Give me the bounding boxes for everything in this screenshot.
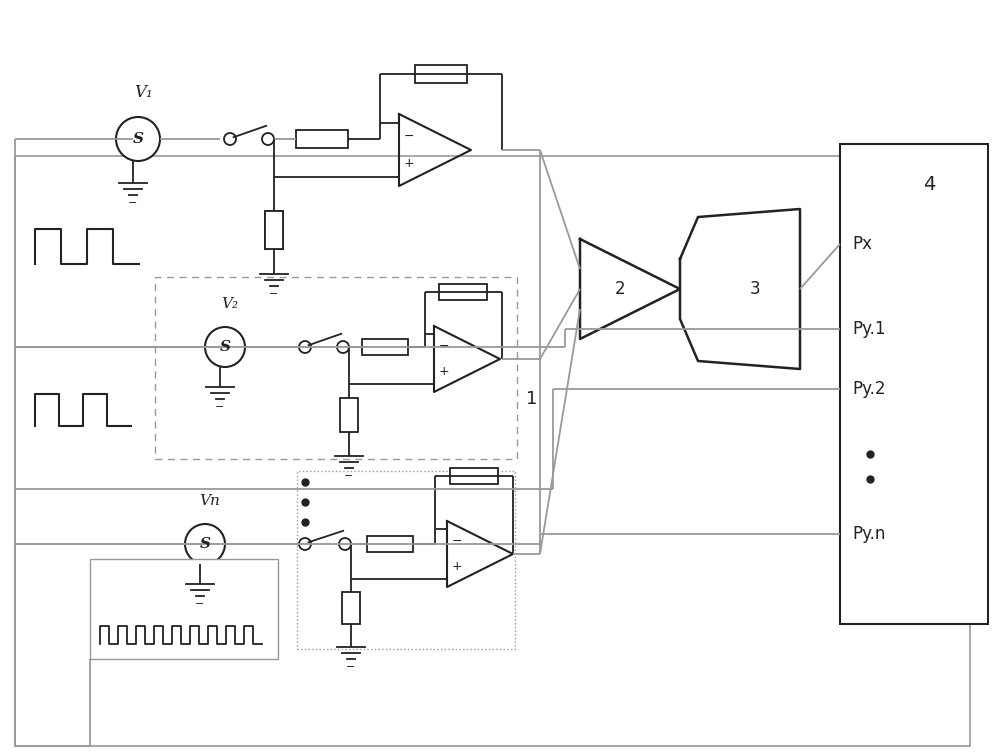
Text: −: − [215, 402, 225, 412]
Text: +: + [404, 157, 414, 170]
Text: S: S [132, 132, 144, 146]
Bar [265, 211, 283, 249]
Text: 1: 1 [526, 390, 538, 408]
Bar [155, 277, 517, 459]
Circle shape [299, 341, 311, 353]
Text: −: − [404, 130, 414, 143]
Bar [265, 211, 283, 249]
Bar [362, 339, 408, 355]
Text: −: − [269, 289, 279, 299]
Text: Py.n: Py.n [852, 525, 885, 543]
Text: S: S [200, 537, 210, 551]
Text: +: + [452, 560, 462, 573]
Text: +: + [439, 365, 449, 378]
Circle shape [116, 117, 160, 161]
Text: −: − [346, 662, 356, 672]
Text: −: − [128, 198, 138, 208]
Text: 4: 4 [923, 174, 935, 194]
Text: 3: 3 [750, 280, 760, 298]
Bar [340, 398, 358, 432]
Text: V₁: V₁ [134, 84, 152, 101]
Text: V₂: V₂ [221, 297, 239, 311]
Circle shape [339, 538, 351, 550]
Text: Px: Px [852, 235, 872, 253]
Text: 2: 2 [615, 280, 625, 298]
Bar [296, 130, 348, 148]
Circle shape [299, 538, 311, 550]
Bar [297, 471, 515, 649]
Bar [342, 592, 360, 624]
Bar [15, 156, 970, 746]
Text: −: − [439, 340, 449, 353]
Text: Py.2: Py.2 [852, 380, 886, 398]
Bar [90, 559, 278, 659]
Text: −: − [195, 599, 205, 609]
Circle shape [185, 524, 225, 564]
Text: Py.1: Py.1 [852, 320, 886, 338]
Circle shape [205, 327, 245, 367]
Bar [439, 284, 487, 300]
Text: Vn: Vn [200, 494, 220, 508]
Circle shape [337, 341, 349, 353]
Bar [450, 468, 498, 484]
Circle shape [224, 133, 236, 145]
Bar [840, 144, 988, 624]
Text: S: S [220, 340, 230, 354]
Text: −: − [452, 535, 462, 548]
Bar [415, 65, 467, 83]
Circle shape [262, 133, 274, 145]
Text: −: − [344, 471, 354, 481]
Bar [367, 536, 413, 552]
